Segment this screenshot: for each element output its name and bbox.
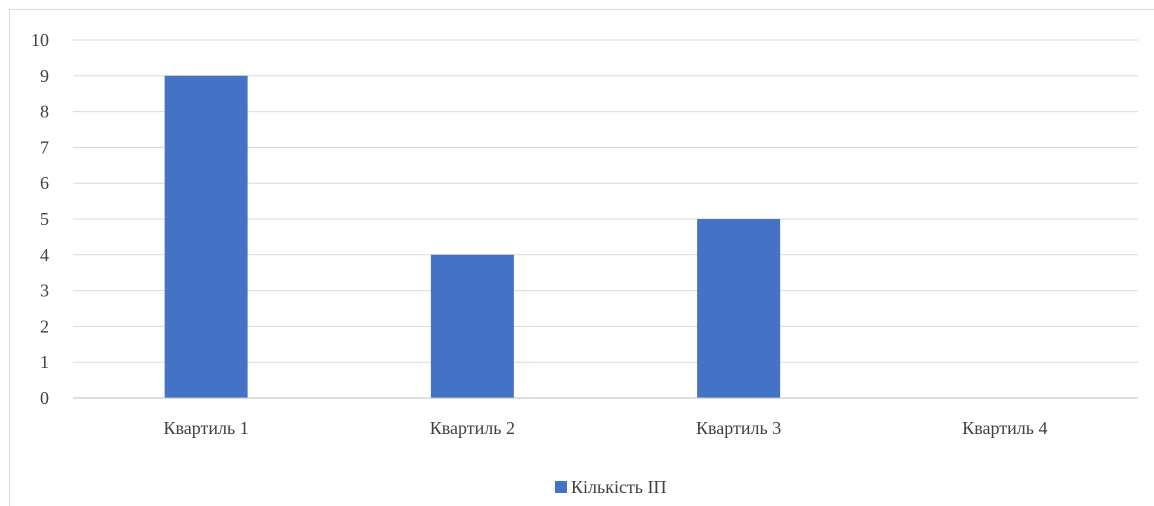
y-tick-label: 9 <box>40 66 49 86</box>
bar-1 <box>164 75 248 399</box>
legend: Кількість ІП <box>555 477 667 497</box>
bar-2 <box>430 254 514 398</box>
x-tick-label: Квартиль 4 <box>962 418 1047 438</box>
y-tick-label: 1 <box>40 352 49 372</box>
y-tick-label: 0 <box>40 388 49 408</box>
y-tick-label: 4 <box>40 245 49 265</box>
x-tick-label: Квартиль 2 <box>430 418 515 438</box>
y-tick-label: 10 <box>31 30 49 50</box>
x-tick-label: Квартиль 1 <box>164 418 249 438</box>
y-tick-label: 3 <box>40 281 49 301</box>
x-axis-ticks: Квартиль 1 Квартиль 2 Квартиль 3 Квартиль 4 <box>164 418 1048 438</box>
y-tick-label: 7 <box>40 137 49 157</box>
y-axis-ticks: 0 1 2 3 4 5 6 7 8 9 10 <box>31 30 49 408</box>
y-tick-label: 8 <box>40 102 49 122</box>
y-tick-label: 6 <box>40 173 49 193</box>
bars <box>164 75 781 399</box>
y-tick-label: 5 <box>40 209 49 229</box>
bar-3 <box>697 219 781 398</box>
legend-swatch <box>555 481 567 493</box>
legend-label: Кількість ІП <box>571 477 667 497</box>
grid-layer <box>73 39 1138 363</box>
x-tick-label: Квартиль 3 <box>696 418 781 438</box>
y-tick-label: 2 <box>40 316 49 336</box>
